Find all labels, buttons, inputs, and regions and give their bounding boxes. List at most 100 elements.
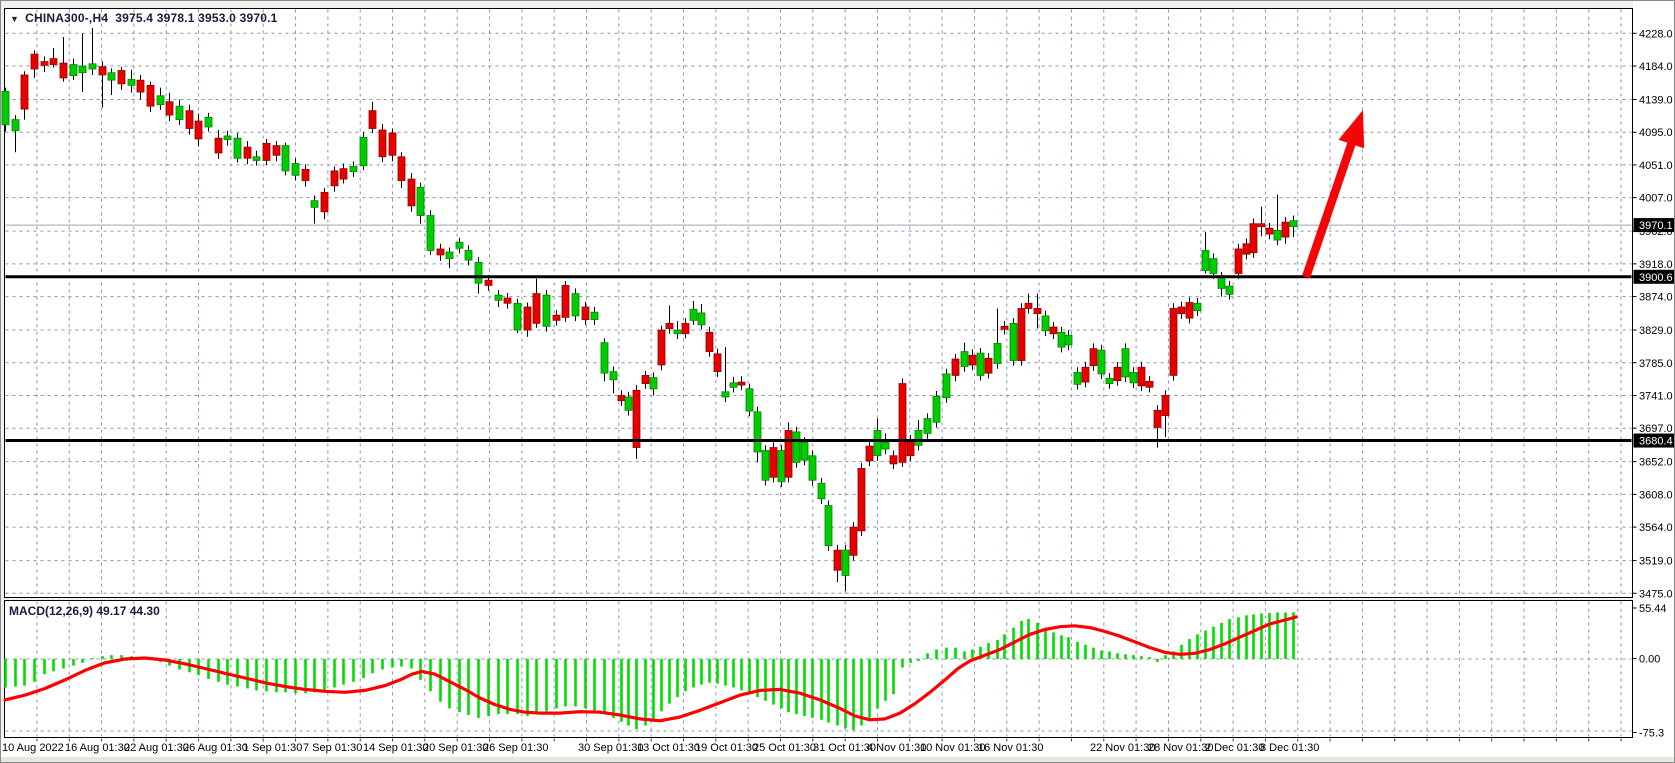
time-tick-label: 10 Nov 01:30 [920,742,985,754]
time-tick-label: 26 Sep 01:30 [483,742,548,754]
candle-up [881,441,890,450]
candle-up [1225,285,1234,295]
candle-up [1073,372,1082,385]
price-tick-label: 4051.0 [1639,160,1673,172]
candle-up [513,302,522,331]
main-panel[interactable] [4,8,1633,598]
price-tick-label: 4139.0 [1639,94,1673,106]
candle-up [761,450,770,481]
candle-up [808,455,817,481]
candle-up [291,163,300,176]
candle-up [233,137,242,159]
candle-up [175,105,184,120]
symbol-dropdown-icon[interactable]: ▼ [10,14,20,24]
time-tick-label: 14 Sep 01:30 [363,742,428,754]
candle-down [339,168,348,180]
candle-up [753,411,762,453]
candle-up [204,116,213,128]
candle-down [705,331,714,352]
candle-up [609,371,618,381]
time-tick-label: 28 Nov 01:30 [1148,742,1213,754]
candle-down [503,297,512,304]
candle-up [800,441,809,461]
symbol-period-label: CHINA300-,H4 [25,11,109,25]
candle-up [474,261,483,284]
arrow-shaft [1301,137,1358,279]
candle-up [494,294,503,301]
candle-down [951,358,960,376]
macd-signal-line [3,615,1298,723]
trend-arrow[interactable] [1301,110,1365,279]
price-tick-label: 3918.0 [1639,259,1673,271]
candle-up [697,312,706,326]
candle-up [445,251,454,260]
gridlines [5,9,1632,742]
price-tick-label: 3874.0 [1639,292,1673,304]
time-tick-label: 30 Sep 01:30 [578,742,643,754]
candle-up [1097,349,1106,375]
candle-up [993,343,1002,364]
time-tick-label: 31 Oct 01:30 [813,742,876,754]
candle-down [20,74,29,110]
candle-down [984,357,993,374]
macd-axis-label: -75.3 [1639,728,1664,740]
candle-down [581,306,590,321]
candle-up [1,90,10,126]
candle-up [11,119,20,132]
candle-down [769,447,778,478]
candle-down [117,70,126,85]
candle-down [262,142,271,161]
candle-down [40,61,49,66]
ohlc-values: 3975.4 3978.1 3953.0 3970.1 [115,11,278,25]
candle-up [600,342,609,374]
macd-axis-label: 55.44 [1639,603,1667,615]
candle-down [1049,326,1058,335]
candle-down [1234,248,1243,274]
price-badge-text: 3900.6 [1639,272,1673,284]
price-tick-label: 3475.0 [1639,588,1673,600]
candle-down [1177,306,1186,315]
price-tick-label: 3829.0 [1639,325,1673,337]
candle-down [1281,221,1290,238]
price-tick-label: 4228.0 [1639,28,1673,40]
candle-up [841,549,850,576]
candle-down [632,389,641,448]
time-tick-label: 16 Nov 01:30 [978,742,1043,754]
candle-down [665,322,674,329]
price-axis-area[interactable] [1633,1,1675,757]
candle-down [713,353,722,373]
candle-up [721,391,730,398]
price-tick-label: 4184.0 [1639,61,1673,73]
candle-up [673,329,682,335]
candle-up [817,482,826,500]
candle-up [942,373,951,399]
price-tick-label: 4007.0 [1639,193,1673,205]
candle-up [729,382,738,388]
candle-down [1137,366,1146,387]
price-axis[interactable]: 4228.04184.04139.04095.04051.04007.03962… [1632,28,1675,740]
candle-down [59,62,68,79]
candle-down [1033,308,1042,315]
candle-down [889,455,898,465]
chart-title: ▼ CHINA300-,H4 3975.4 3978.1 3953.0 3970.… [10,11,278,25]
time-tick-label: 22 Nov 01:30 [1090,742,1155,754]
price-tick-label: 3785.0 [1639,358,1673,370]
time-axis-area[interactable] [1,738,1674,758]
candle-up [1201,250,1210,271]
signal-line [3,615,1298,723]
candle-down [968,354,977,366]
price-tick-label: 4095.0 [1639,127,1673,139]
price-tick-label: 3519.0 [1639,556,1673,568]
candle-up [252,156,261,161]
candle-down [532,293,541,324]
candle-up [649,377,658,390]
candle-up [542,294,551,327]
candle-down [194,120,203,140]
time-tick-label: 20 Sep 01:30 [423,742,488,754]
candle-down [1169,308,1178,376]
candle-down [185,110,194,129]
